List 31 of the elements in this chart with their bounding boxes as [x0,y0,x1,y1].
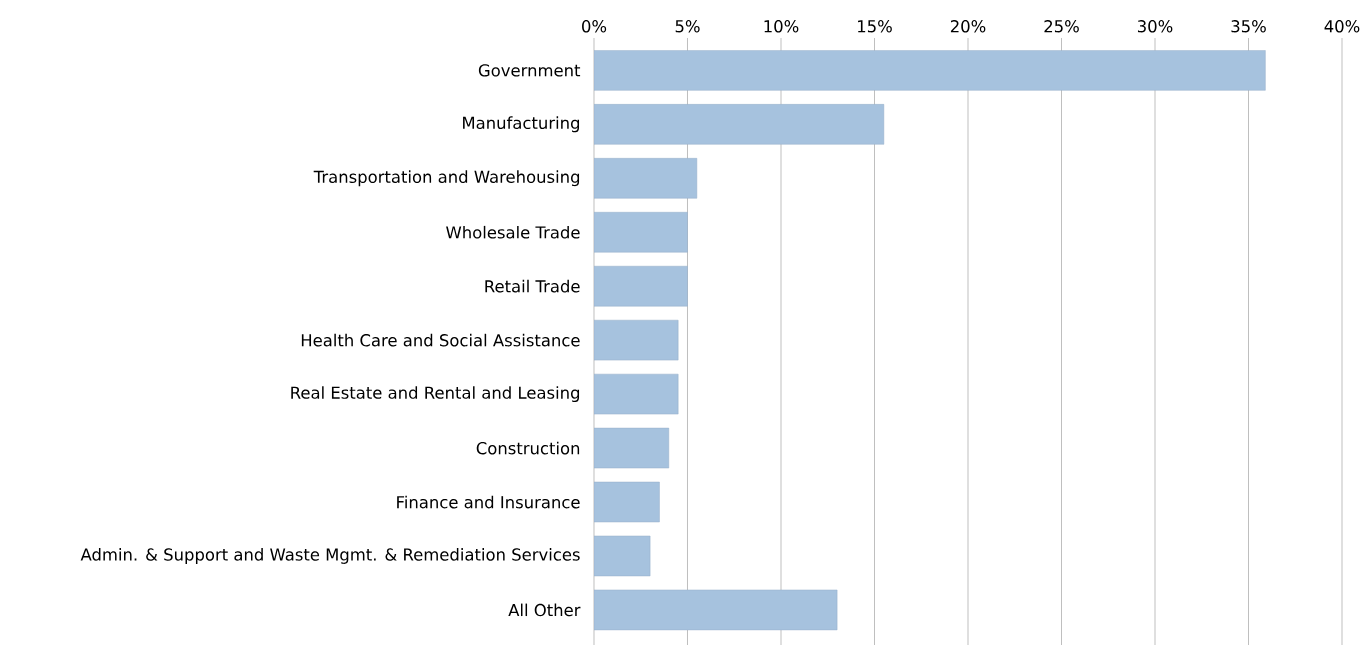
bar [594,535,651,577]
y-tick-label: Manufacturing [463,116,580,133]
y-tick-label: Construction [476,441,580,455]
x-tick-label: 0% [582,20,607,33]
bar [594,158,698,199]
bar [594,265,688,307]
bar [594,50,1266,91]
x-tick-label: 30% [1137,20,1173,33]
y-tick-label: Government [478,64,581,77]
x-tick-label: 40% [1324,20,1360,33]
bar [594,212,688,253]
x-tick-label: 25% [1044,20,1079,33]
bar [594,589,838,631]
bar [594,481,660,523]
y-tick-label: All Other [508,603,581,617]
bar [594,427,670,469]
bar [594,104,885,145]
y-tick-label: Admin. & Support and Waste Mgmt. & Remediation Services [80,548,580,564]
y-tick-label: Retail Trade [485,279,580,293]
x-tick-label: 20% [950,20,986,33]
y-tick-label: Health Care and Social Assistance [301,333,580,347]
x-tick-label: 35% [1231,20,1266,33]
y-tick-label: Finance and Insurance [397,495,580,509]
x-tick-label: 15% [858,20,892,33]
y-tick-label: Wholesale Trade [446,225,580,239]
y-tick-label: Transportation and Warehousing [313,170,580,187]
bar [594,373,679,415]
x-tick-label: 5% [675,20,700,33]
y-tick-label: Real Estate and Rental and Leasing [291,386,580,403]
x-tick-label: 10% [764,20,799,33]
bar [594,319,679,361]
